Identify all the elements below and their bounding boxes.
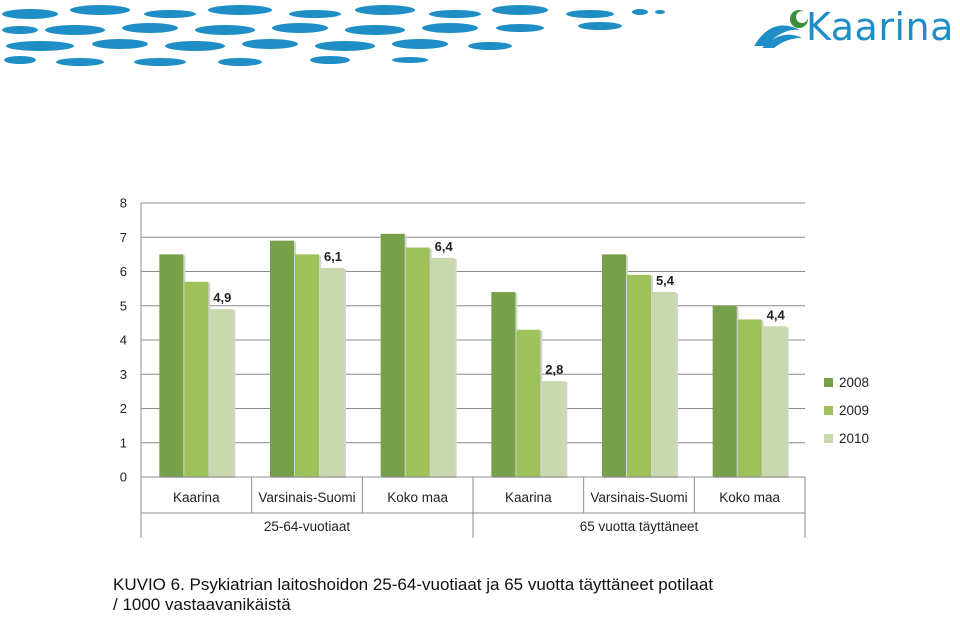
legend-swatch — [824, 406, 833, 415]
legend-label: 2009 — [839, 403, 869, 418]
data-label: 6,4 — [435, 239, 454, 254]
category-label: Kaarina — [505, 490, 552, 505]
bar — [541, 381, 566, 477]
bar — [209, 309, 234, 477]
logo-text: Kaarina — [806, 5, 954, 49]
legend-label: 2008 — [839, 375, 869, 390]
decorative-wave-banner — [2, 5, 665, 66]
gridlines — [140, 202, 805, 478]
caption-line-1: KUVIO 6. Psykiatrian laitoshoidon 25-64-… — [113, 575, 714, 594]
legend-swatch — [824, 434, 833, 443]
data-label: 2,8 — [545, 362, 563, 377]
legend-label: 2010 — [839, 431, 869, 446]
bar — [602, 254, 626, 477]
bars — [159, 233, 789, 478]
y-tick-label: 4 — [120, 333, 127, 348]
bar — [430, 257, 455, 477]
y-tick-label: 8 — [120, 196, 127, 211]
bar — [712, 305, 737, 477]
group-label: 65 vuotta täyttäneet — [580, 519, 699, 534]
bar — [737, 319, 762, 477]
y-tick-label: 6 — [120, 264, 127, 279]
y-tick-label: 0 — [120, 470, 127, 485]
y-tick-label: 3 — [120, 367, 127, 382]
y-tick-label: 5 — [120, 298, 127, 313]
bar — [491, 292, 516, 477]
y-tick-label: 2 — [120, 401, 127, 416]
caption-line-2: / 1000 vastaavanikäistä — [113, 595, 291, 614]
y-axis-ticks: 0 1 2 3 4 5 6 7 8 — [120, 196, 127, 485]
bar — [380, 233, 405, 477]
category-label: Koko maa — [387, 490, 448, 505]
figure-caption: KUVIO 6. Psykiatrian laitoshoidon 25-64-… — [113, 575, 873, 615]
category-label: Varsinais-Suomi — [258, 490, 355, 505]
bar — [320, 268, 344, 477]
y-tick-label: 1 — [120, 435, 127, 450]
data-label: 4,4 — [767, 307, 786, 322]
data-label: 6,1 — [324, 249, 342, 264]
group-label: 25-64-vuotiaat — [264, 519, 351, 534]
y-tick-label: 7 — [120, 230, 127, 245]
bar — [184, 281, 209, 477]
x-axis: Kaarina Varsinais-Suomi Koko maa Kaarina Var… — [140, 476, 806, 538]
bar — [762, 326, 787, 477]
data-labels: 4,9 6,1 6,4 2,8 5,4 4,4 — [213, 239, 785, 377]
bar — [516, 329, 541, 477]
data-label: 5,4 — [656, 273, 675, 288]
bar — [270, 240, 294, 477]
legend: 2008 2009 2010 — [824, 375, 869, 446]
category-label: Kaarina — [173, 490, 220, 505]
category-label: Varsinais-Suomi — [590, 490, 687, 505]
bar — [652, 292, 676, 477]
bar — [295, 254, 319, 477]
bar — [627, 274, 651, 477]
kaarina-logo-mark — [754, 10, 808, 48]
bar — [405, 247, 430, 477]
category-label: Koko maa — [719, 490, 780, 505]
data-label: 4,9 — [213, 290, 231, 305]
legend-swatch — [824, 378, 833, 387]
bar — [159, 254, 184, 477]
